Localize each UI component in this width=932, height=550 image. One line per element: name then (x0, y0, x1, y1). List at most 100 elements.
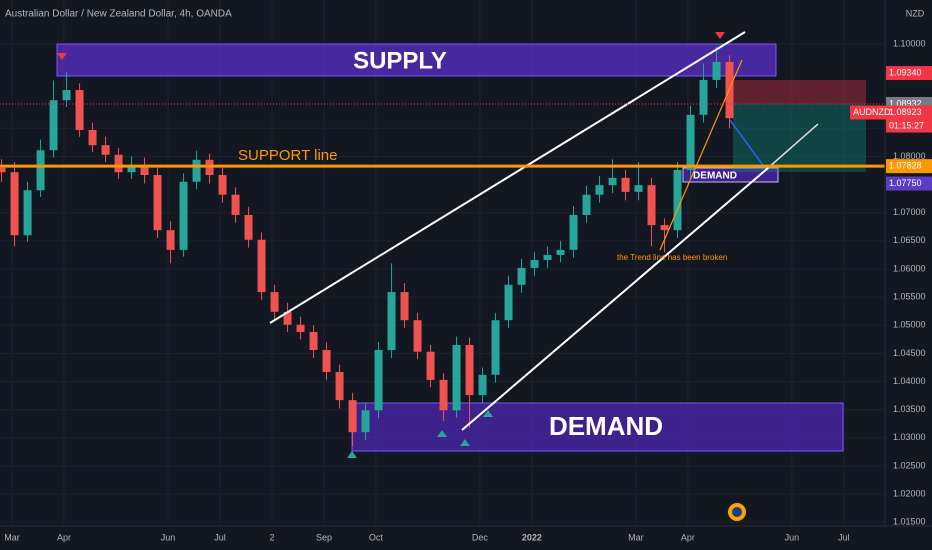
x-tick-label: Jun (161, 532, 176, 542)
candle-body (231, 194, 240, 215)
candle-body (153, 175, 162, 231)
candle-body (426, 351, 435, 380)
up-arrow (460, 439, 470, 446)
up-arrow (437, 430, 447, 437)
support-label: SUPPORT line (238, 147, 338, 164)
price-label-box (886, 66, 932, 81)
up-arrow (483, 410, 493, 417)
candle-body (114, 154, 123, 173)
candle-body (296, 324, 305, 333)
candle-body (621, 177, 630, 192)
up-arrow (347, 451, 357, 458)
candle-body (192, 159, 201, 182)
x-tick-label: Mar (628, 532, 644, 542)
candle-body (62, 90, 71, 101)
price-label: 1.09340 (889, 67, 922, 77)
y-tick-label: 1.07000 (893, 207, 926, 217)
candle-body (699, 79, 708, 115)
y-tick-label: 1.04500 (893, 348, 926, 358)
candle-body (582, 194, 591, 215)
y-tick-label: 1.01500 (893, 517, 926, 527)
demand-label: DEMAND (549, 411, 663, 441)
candle-body (673, 169, 682, 231)
candle-body (647, 185, 656, 226)
price-label: 1.07828 (889, 161, 922, 171)
candle-body (23, 190, 32, 236)
price-label: 1.07750 (889, 178, 922, 188)
candle-body (36, 150, 45, 191)
price-label-box (886, 176, 932, 191)
x-tick-label: 2 (269, 532, 274, 542)
candle-body (530, 260, 539, 268)
y-tick-label: 1.05000 (893, 320, 926, 330)
x-tick-label: 2022 (522, 532, 542, 542)
trend-line (269, 31, 746, 324)
supply-zone (56, 43, 777, 77)
x-tick-label: Oct (369, 532, 384, 542)
candle-body (101, 145, 110, 155)
projection-arrow (729, 119, 766, 169)
y-tick-label: 1.05500 (893, 292, 926, 302)
price-label: 1.08923 (889, 107, 922, 117)
symbol-box (850, 105, 886, 120)
candle-body (556, 249, 565, 255)
y-tick-label: 1.06500 (893, 235, 926, 245)
candle-body (335, 371, 344, 401)
trend-line (461, 167, 769, 431)
x-tick-label: Dec (472, 532, 489, 542)
y-tick-label: 1.10000 (893, 38, 926, 48)
candle-body (569, 214, 578, 250)
currency: NZD (906, 8, 925, 18)
price-label-box (886, 105, 932, 120)
candle-body (322, 350, 331, 372)
supply-label: SUPPLY (353, 47, 447, 74)
stop-zone (733, 80, 866, 104)
y-tick-label: 1.03000 (893, 432, 926, 442)
candle-body (270, 292, 279, 312)
candle-body (400, 292, 409, 321)
candle-body (257, 239, 266, 293)
price-label-box (886, 159, 932, 174)
candle-body (309, 332, 318, 351)
x-tick-label: Mar (4, 532, 20, 542)
candle-body (140, 164, 149, 176)
trend-note: the Trend line has been broken (617, 253, 727, 262)
candle-body (439, 379, 448, 411)
candle-body (0, 167, 6, 173)
down-arrow (715, 32, 725, 39)
demand-small-label: DEMAND (693, 171, 737, 182)
symbol-label: AUDNZD (853, 107, 891, 117)
countdown: 01:15:27 (889, 120, 924, 130)
chart-title: Australian Dollar / New Zealand Dollar, … (5, 9, 232, 20)
down-arrow (57, 53, 67, 60)
candle-body (179, 181, 188, 250)
x-tick-label: Jul (214, 532, 226, 542)
y-tick-label: 1.06000 (893, 263, 926, 273)
candle-body (218, 175, 227, 195)
y-tick-label: 1.04000 (893, 376, 926, 386)
candle-body (660, 225, 669, 231)
x-tick-label: Jul (838, 532, 850, 542)
y-tick-label: 1.02000 (893, 488, 926, 498)
candle-body (75, 90, 84, 130)
candle-body (465, 344, 474, 396)
candle-body (49, 100, 58, 151)
candle-body (478, 374, 487, 396)
candle-body (283, 311, 292, 325)
candle-body (452, 344, 461, 411)
candle-body (608, 177, 617, 186)
logo (732, 507, 742, 517)
candle-body (88, 130, 97, 146)
candle-body (634, 185, 643, 192)
y-tick-label: 1.08000 (893, 151, 926, 161)
candle-body (595, 185, 604, 195)
trend-line (767, 123, 819, 169)
candle-body (166, 230, 175, 250)
price-axis (885, 0, 932, 550)
target-zone (733, 104, 866, 172)
candle-body (348, 400, 357, 433)
candle-body (517, 267, 526, 285)
candle-body (127, 164, 136, 173)
